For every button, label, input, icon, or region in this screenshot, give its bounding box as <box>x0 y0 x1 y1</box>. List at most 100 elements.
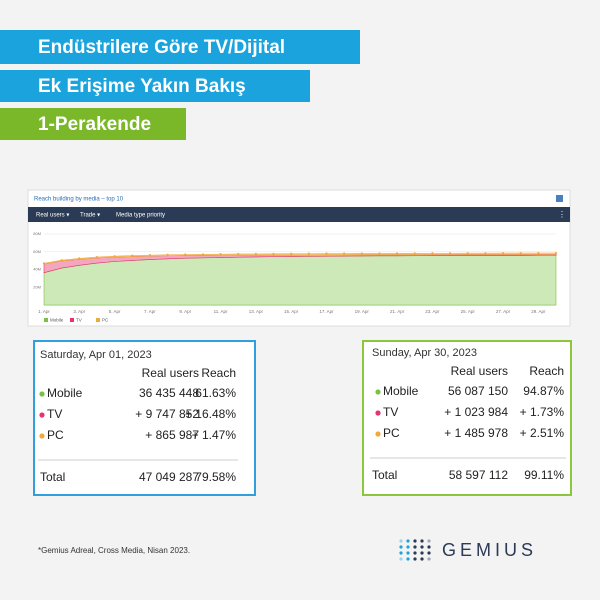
header-line: Ek Erişime Yakın Bakış <box>38 76 246 97</box>
x-tick-label: 21. Apr <box>390 309 405 314</box>
x-tick-label: 5. Apr <box>109 309 121 314</box>
logo-dot <box>413 539 417 543</box>
x-tick-label: 3. Apr <box>73 309 85 314</box>
point <box>360 252 363 255</box>
logo-dot <box>427 545 431 549</box>
x-tick-label: 17. Apr <box>319 309 334 314</box>
y-tick-label: 40M <box>33 267 41 272</box>
logo-dot <box>427 551 431 555</box>
logo-dot <box>406 557 410 561</box>
toolbar-button[interactable]: Trade ▾ <box>80 213 100 219</box>
logo-dot <box>420 545 424 549</box>
point <box>431 252 434 255</box>
column-header: Real users <box>451 364 508 378</box>
cell: 94.87% <box>523 384 564 398</box>
point <box>554 251 558 255</box>
point <box>131 254 134 257</box>
x-tick-label: 27. Apr <box>496 309 511 314</box>
cell: 36 435 448 <box>139 386 199 400</box>
toolbar <box>28 207 570 222</box>
row-dot <box>375 410 381 416</box>
row-dot <box>39 412 45 418</box>
row-label: TV <box>47 407 62 421</box>
point <box>272 252 275 255</box>
cell: + 1 485 978 <box>444 426 508 440</box>
total-label: Total <box>372 468 397 482</box>
point <box>519 251 522 255</box>
column-header: Reach <box>529 364 564 378</box>
point <box>201 253 204 256</box>
x-tick-label: 7. Apr <box>144 309 156 314</box>
chart: 20M 40M 60M 80M 1. Apr 3. Apr 5. Apr 7. Apr 9. A… <box>33 231 558 323</box>
total-cell: 58 597 112 <box>449 468 508 482</box>
menu-button[interactable]: ⋮ <box>558 210 566 219</box>
y-tick-label: 20M <box>33 284 41 289</box>
x-tick-label: 15. Apr <box>284 309 299 314</box>
x-tick-label: 1. Apr <box>38 309 50 314</box>
logo-dot <box>406 551 410 555</box>
cell: 61.63% <box>195 386 236 400</box>
x-tick-label: 9. Apr <box>179 309 191 314</box>
logo-dot <box>413 557 417 561</box>
x-tick-label: 19. Apr <box>355 309 370 314</box>
point <box>219 253 222 256</box>
logo-dot <box>399 545 403 549</box>
point <box>148 254 152 257</box>
row-label: TV <box>383 405 398 419</box>
legend-swatch <box>96 318 100 322</box>
point <box>237 252 240 256</box>
header-bar <box>0 70 310 102</box>
cell: 56 087 150 <box>448 384 508 398</box>
x-tick-label: 25. Apr <box>461 309 476 314</box>
logo-dot <box>399 551 403 555</box>
y-tick-label: 80M <box>33 231 41 236</box>
x-tick-label: 13. Apr <box>249 309 264 314</box>
widget-title: Reach building by media – top 10 <box>34 197 124 203</box>
row-dot <box>375 431 381 437</box>
point <box>501 251 505 255</box>
header-line: 1-Perakende <box>38 114 151 135</box>
point <box>254 252 257 255</box>
legend-label: TV <box>76 318 82 323</box>
cell: + 2.51% <box>520 426 565 440</box>
widget-icon <box>556 195 563 202</box>
legend-swatch <box>44 318 48 322</box>
point <box>325 252 328 255</box>
column-header: Reach <box>201 366 236 380</box>
cell: + 1 023 984 <box>444 405 508 419</box>
logo-dot <box>413 545 417 549</box>
row-label: PC <box>47 428 64 442</box>
table-date: Saturday, Apr 01, 2023 <box>40 349 152 361</box>
x-tick-label: 11. Apr <box>214 309 228 314</box>
point <box>184 253 187 256</box>
cell: + 865 987 <box>145 428 199 442</box>
total-label: Total <box>40 470 65 484</box>
point <box>537 251 540 255</box>
logo-dot <box>420 557 424 561</box>
logo-dot <box>406 545 410 549</box>
point <box>413 252 416 255</box>
logo-dot <box>427 557 431 561</box>
cell: + 1.73% <box>520 405 565 419</box>
point <box>448 252 452 255</box>
table-date: Sunday, Apr 30, 2023 <box>372 347 477 359</box>
y-tick-label: 60M <box>33 249 41 254</box>
point <box>42 262 46 265</box>
header-bar <box>0 108 186 140</box>
total-cell: 47 049 287 <box>139 470 199 484</box>
point <box>60 259 63 262</box>
legend-swatch <box>70 318 74 322</box>
point <box>78 257 81 260</box>
x-tick-label: 29. Apr <box>531 309 546 314</box>
total-cell: 99.11% <box>524 468 564 482</box>
point <box>307 252 310 255</box>
logo-dot <box>406 539 410 543</box>
cell: + 1.47% <box>192 428 237 442</box>
toolbar-button[interactable]: Media type priority <box>116 213 165 219</box>
column-header: Real users <box>142 366 199 380</box>
table-card <box>362 340 572 496</box>
point <box>396 252 399 255</box>
toolbar-button[interactable]: Real users ▾ <box>36 213 69 219</box>
cell: + 16.48% <box>185 407 236 421</box>
